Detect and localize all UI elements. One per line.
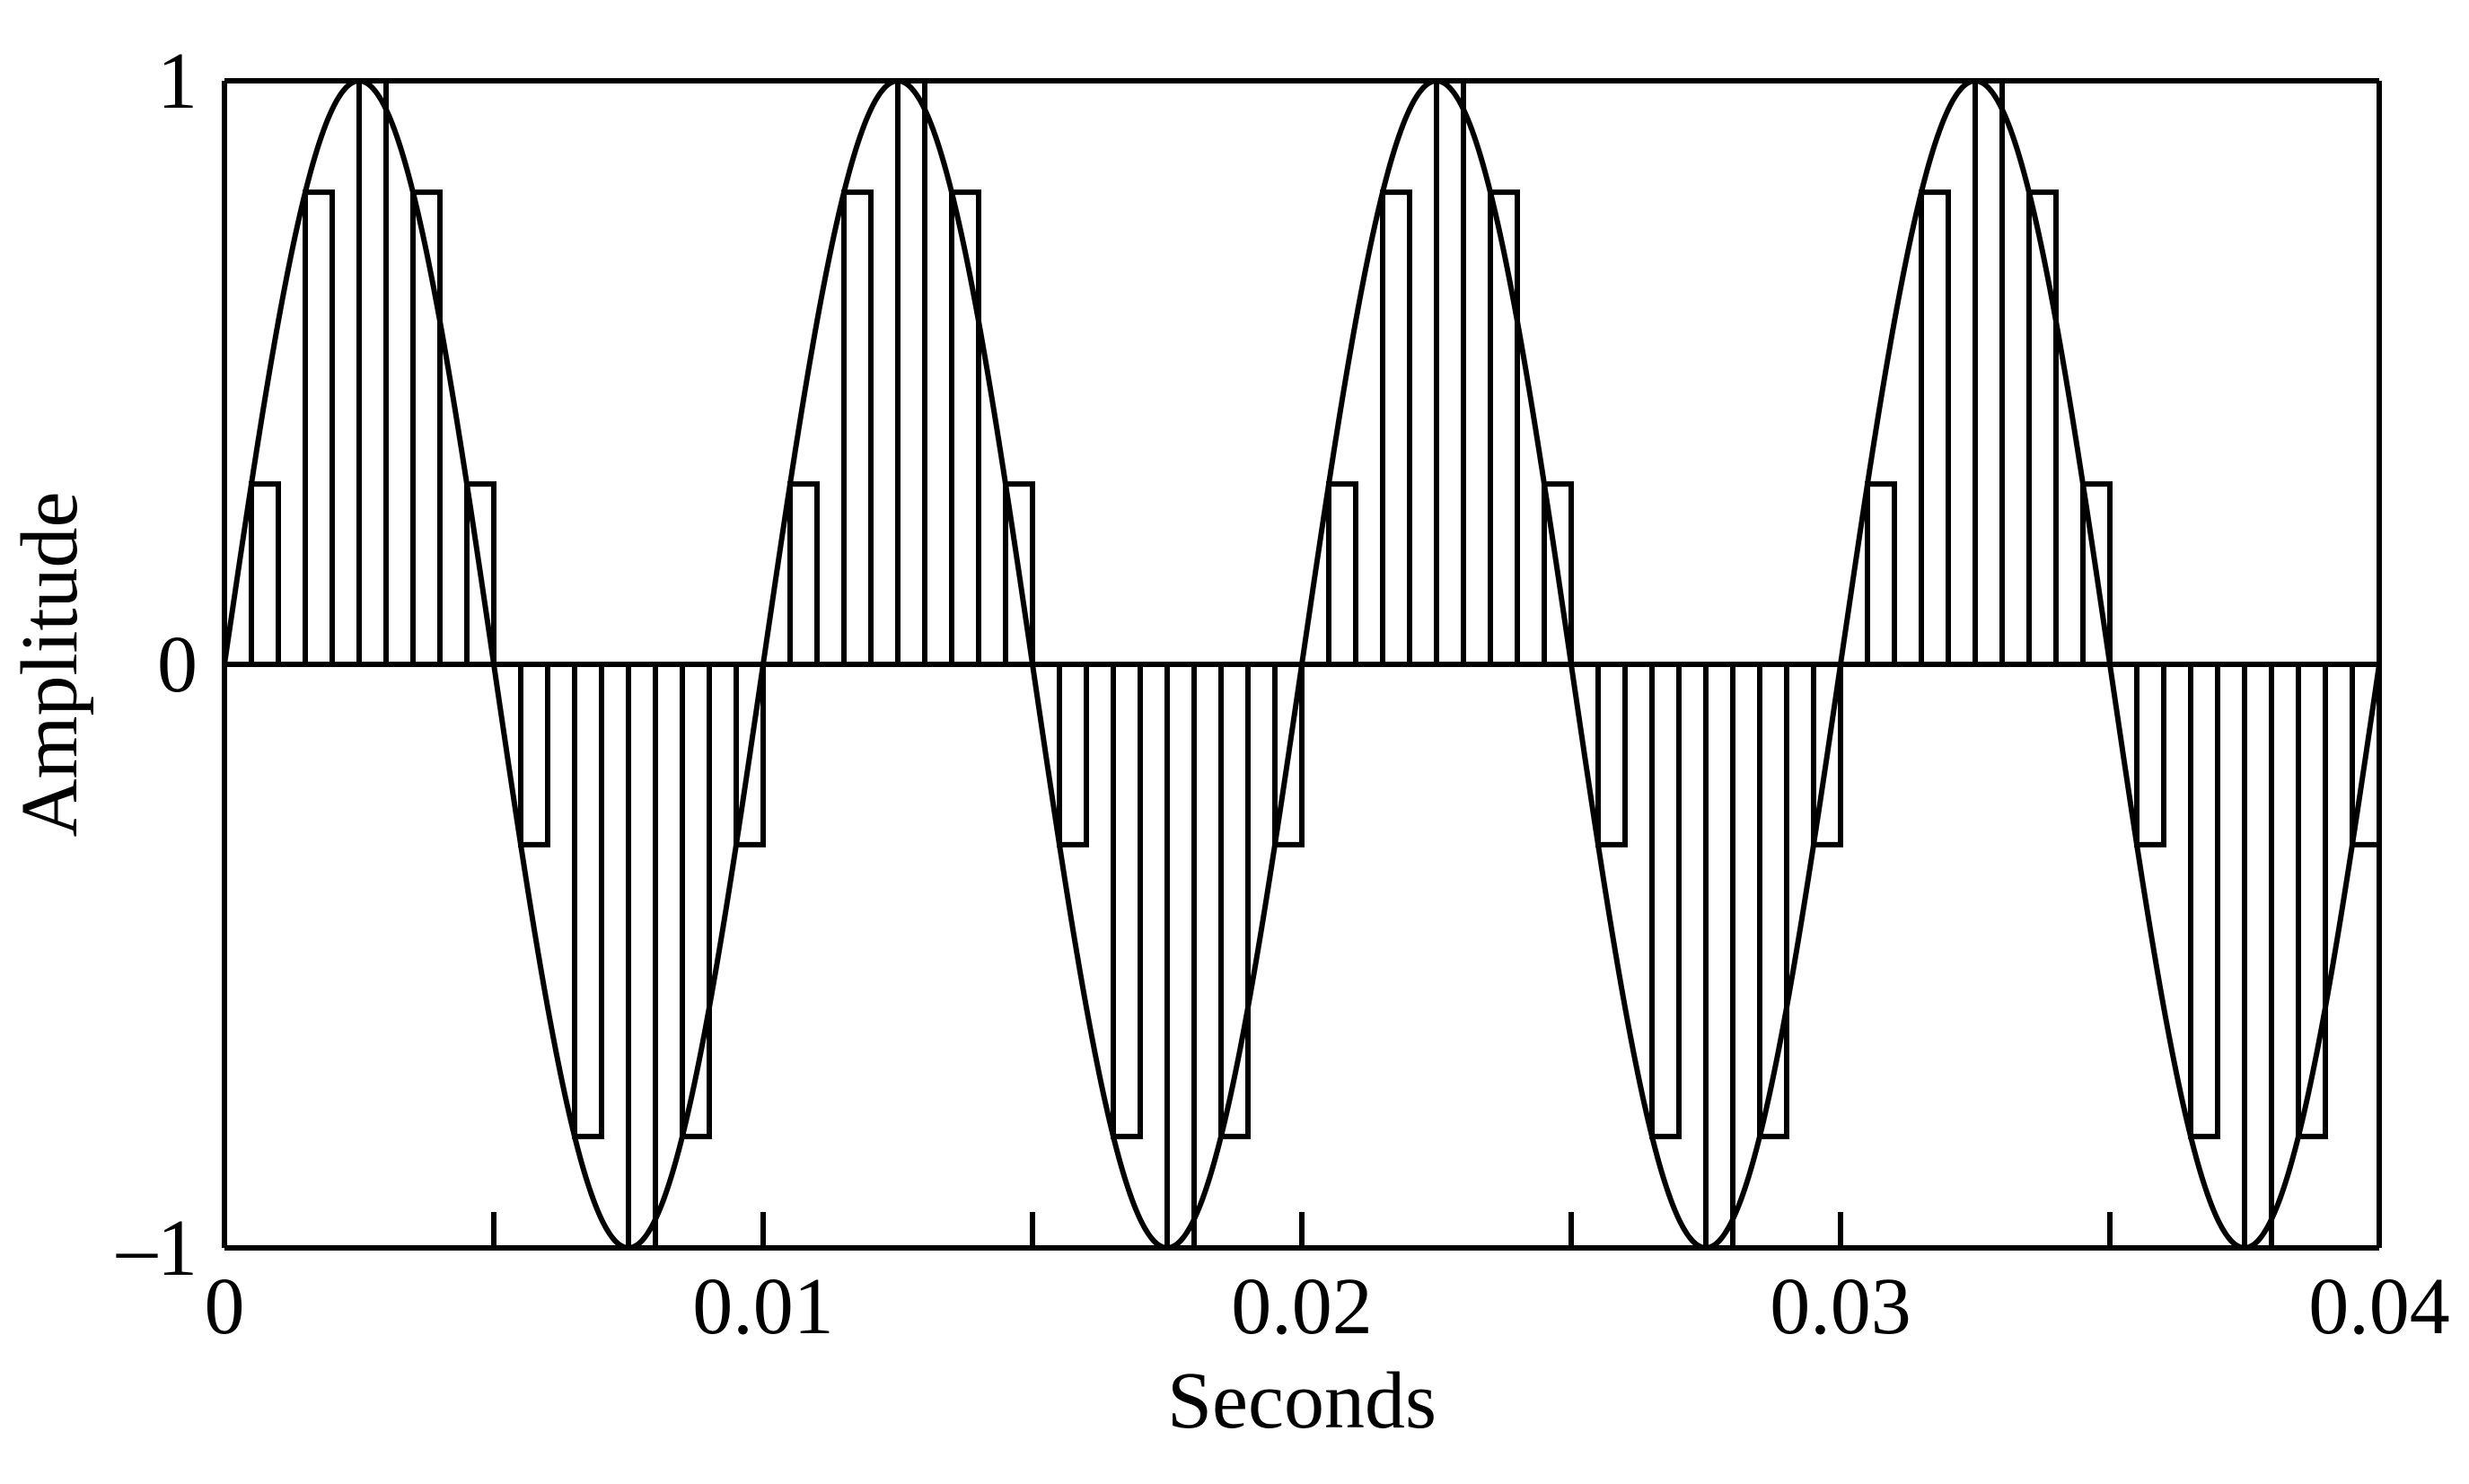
x-tick-label: 0 — [205, 1262, 245, 1351]
signal-chart: 00.010.020.030.04–101SecondsAmplitude — [0, 0, 2469, 1484]
y-axis-label: Amplitude — [5, 492, 94, 838]
x-tick-label: 0.04 — [2308, 1262, 2450, 1351]
sampled-pulses — [224, 81, 2379, 1248]
x-tick-label: 0.03 — [1770, 1262, 1911, 1351]
y-tick-label: 0 — [157, 620, 198, 709]
x-tick-label: 0.02 — [1231, 1262, 1373, 1351]
y-tick-label: –1 — [116, 1204, 198, 1293]
x-axis-label: Seconds — [1167, 1357, 1437, 1445]
x-tick-label: 0.01 — [692, 1262, 834, 1351]
y-tick-label: 1 — [157, 37, 198, 126]
